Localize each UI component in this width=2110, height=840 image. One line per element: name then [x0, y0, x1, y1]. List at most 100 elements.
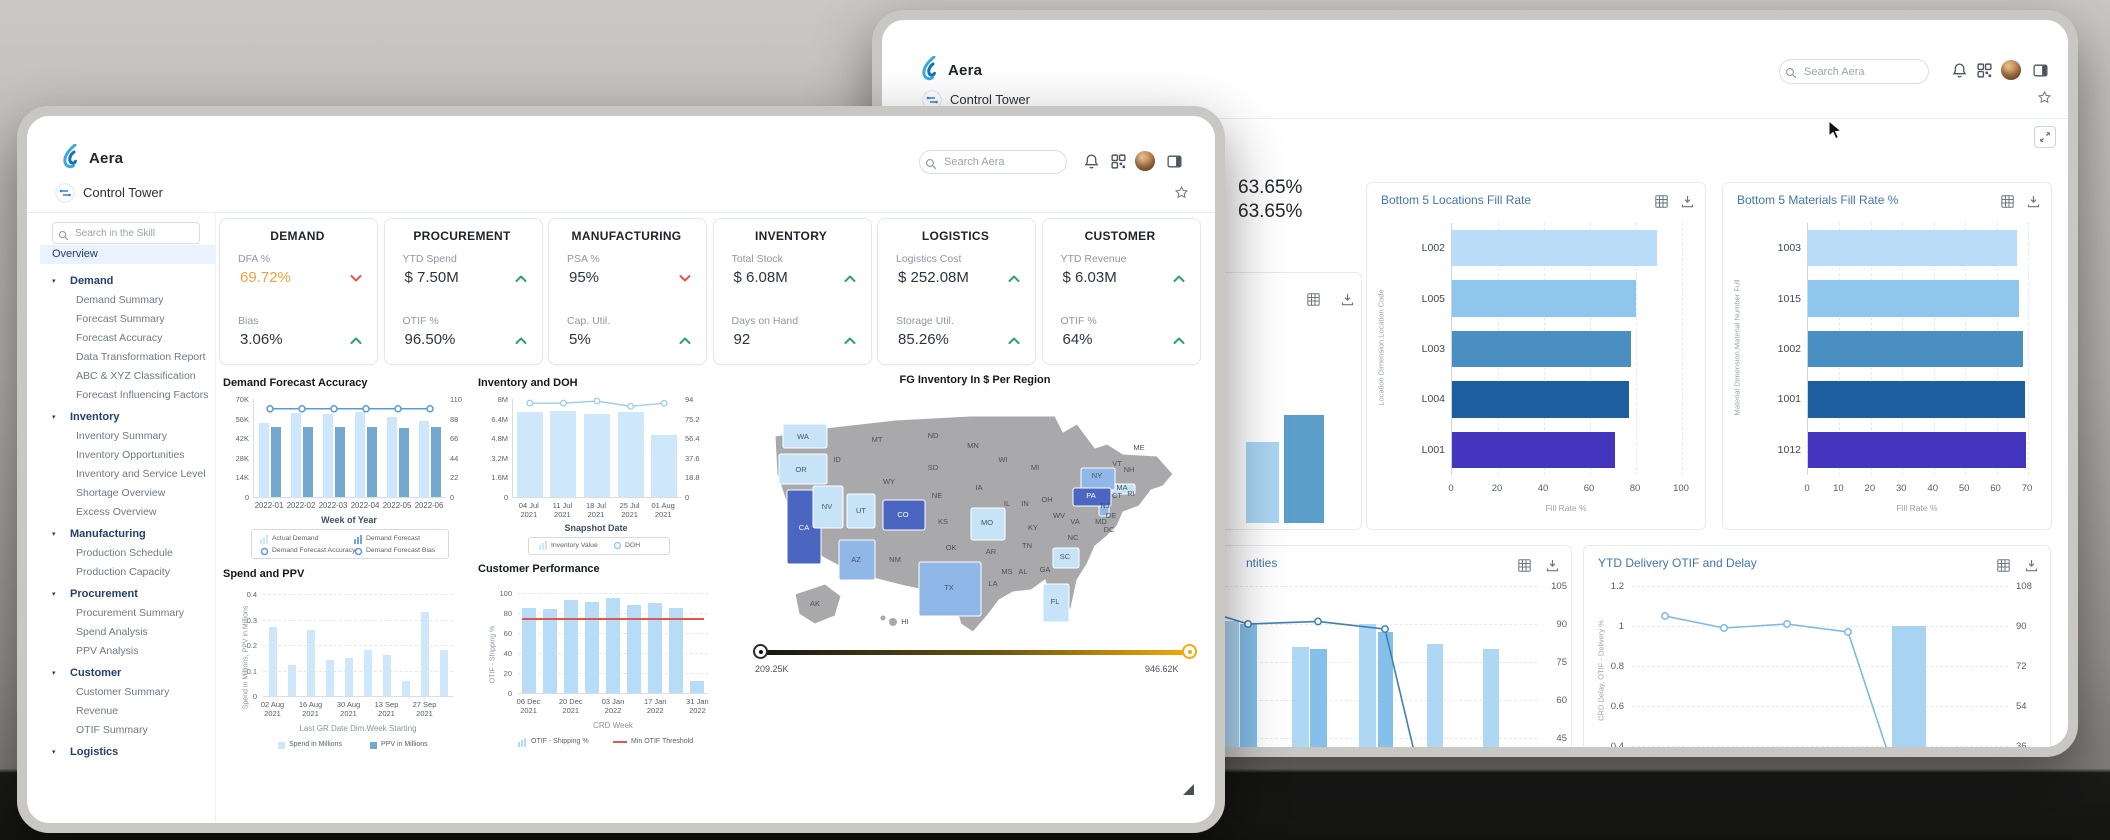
- bell-icon[interactable]: [1083, 153, 1100, 175]
- map-state-AZ[interactable]: [838, 539, 876, 581]
- sidebar-item-data-transformation-report[interactable]: Data Transformation Report: [40, 348, 215, 367]
- download-icon[interactable]: [2025, 559, 2038, 572]
- sidebar-item-production-schedule[interactable]: Production Schedule: [40, 544, 215, 563]
- y2-axis-tick: 88: [450, 414, 459, 424]
- y2-axis-tick: 66: [450, 434, 459, 444]
- resize-corner-handle[interactable]: [1183, 784, 1194, 795]
- sidebar-section-demand[interactable]: ▾ Demand: [40, 272, 215, 291]
- map-state-OR[interactable]: [778, 453, 828, 485]
- x-axis-tick: 40: [1537, 483, 1549, 494]
- bar-otif-shipping: [669, 608, 684, 693]
- kpi-metric-value: 95%: [569, 269, 600, 286]
- bell-icon[interactable]: [1951, 62, 1968, 84]
- kpi-card-procurement: PROCUREMENT YTD Spend $ 7.50M OTIF % 96.50%: [383, 218, 543, 365]
- gridline: [1632, 746, 2008, 747]
- sidebar-item-production-capacity[interactable]: Production Capacity: [40, 563, 215, 582]
- side-panel-toggle-icon[interactable]: [1166, 153, 1183, 175]
- table-view-icon[interactable]: [1518, 559, 1531, 572]
- sidebar-item-forecast-accuracy[interactable]: Forecast Accuracy: [40, 329, 215, 348]
- side-panel-toggle-icon[interactable]: [2032, 62, 2049, 84]
- min-otif-threshold-line: [522, 618, 704, 620]
- sidebar-item-forecast-influencing-factors[interactable]: Forecast Influencing Factors: [40, 386, 215, 405]
- sidebar-item-otif-summary[interactable]: OTIF Summary: [40, 721, 215, 740]
- map-state-CO[interactable]: [882, 499, 926, 531]
- map-state-label-NY: NY: [1092, 471, 1102, 480]
- kpi-card-title: CUSTOMER: [1084, 229, 1156, 243]
- sidebar-item-inventory-summary[interactable]: Inventory Summary: [40, 427, 215, 446]
- user-avatar[interactable]: [1135, 151, 1155, 171]
- sidebar-item-shortage-overview[interactable]: Shortage Overview: [40, 484, 215, 503]
- kpi-metric-label: Storage Util.: [896, 315, 954, 327]
- sidebar-section-logistics[interactable]: ▾ Logistics: [40, 743, 215, 762]
- sidebar-item-spend-analysis[interactable]: Spend Analysis: [40, 623, 215, 642]
- sidebar-item-inventory-and-service-level[interactable]: Inventory and Service Level: [40, 465, 215, 484]
- x-axis-tick: 0: [1448, 483, 1454, 494]
- map-state-NV[interactable]: [812, 485, 844, 529]
- kpi-metric-label: OTIF %: [402, 315, 439, 327]
- map-state-MO[interactable]: [970, 507, 1006, 541]
- label: Overview: [52, 248, 98, 260]
- user-avatar[interactable]: [2001, 60, 2021, 80]
- map-state-label-NH: NH: [1124, 465, 1135, 474]
- threshold-legend-swatch: [613, 741, 627, 743]
- table-view-icon[interactable]: [1307, 293, 1320, 306]
- sidebar-item-customer-summary[interactable]: Customer Summary: [40, 683, 215, 702]
- sidebar-item-ppv-analysis[interactable]: PPV Analysis: [40, 642, 215, 661]
- sidebar-item-overview[interactable]: Overview: [40, 245, 215, 264]
- favorite-star-icon[interactable]: [1174, 185, 1189, 205]
- sidebar-section-customer[interactable]: ▾ Customer: [40, 664, 215, 683]
- sidebar-section-procurement[interactable]: ▾ Procurement: [40, 585, 215, 604]
- y2-axis-tick: 75: [1556, 657, 1567, 668]
- kpi-metric-value: 3.06%: [240, 331, 283, 348]
- map-state-FL[interactable]: [1042, 583, 1070, 623]
- kpi-card-customer: CUSTOMER YTD Revenue $ 6.03M OTIF % 64%: [1041, 218, 1201, 365]
- apps-grid-icon[interactable]: [1976, 62, 1993, 84]
- sidebar-item-abc-xyz-classification[interactable]: ABC & XYZ Classification: [40, 367, 215, 386]
- bar-spend: [287, 665, 296, 696]
- y-axis-tick: 0.4: [246, 590, 257, 599]
- map-range-slider-handle-min[interactable]: [753, 644, 768, 659]
- download-icon[interactable]: [1341, 293, 1354, 306]
- line-series-legend-icon: [354, 547, 363, 556]
- sidebar-section-inventory[interactable]: ▾ Inventory: [40, 408, 215, 427]
- sidebar-item-forecast-summary[interactable]: Forecast Summary: [40, 310, 215, 329]
- map-state-UT[interactable]: [846, 493, 876, 529]
- table-view-icon[interactable]: [2001, 195, 2014, 208]
- map-state-label-CT: CT: [1112, 491, 1122, 500]
- table-view-icon[interactable]: [1997, 559, 2010, 572]
- line-series-legend-icon: [260, 547, 269, 556]
- bar-light: [1359, 624, 1376, 747]
- favorite-star-icon[interactable]: [2037, 90, 2052, 110]
- download-icon[interactable]: [1681, 195, 1694, 208]
- search-input[interactable]: [919, 150, 1067, 174]
- apps-grid-icon[interactable]: [1110, 153, 1127, 175]
- map-state-WA[interactable]: [782, 423, 828, 449]
- table-view-icon[interactable]: [1655, 195, 1668, 208]
- trend-up-icon: [1008, 337, 1020, 344]
- download-icon[interactable]: [1546, 559, 1559, 572]
- dashboard-area: DEMAND DFA % 69.72% Bias 3.06% PROCUREMENT YTD…: [215, 213, 1215, 823]
- bar-spend: [439, 650, 448, 696]
- sidebar-item-excess-overview[interactable]: Excess Overview: [40, 503, 215, 522]
- sidebar-item-inventory-opportunities[interactable]: Inventory Opportunities: [40, 446, 215, 465]
- x-axis-tick: 31 Jan: [686, 697, 709, 706]
- expand-icon[interactable]: [2034, 126, 2056, 148]
- map-state-PA[interactable]: [1072, 487, 1112, 507]
- search-input[interactable]: [1779, 59, 1929, 84]
- kpi-card-title: DEMAND: [270, 229, 325, 243]
- x-axis-tick: 2021: [378, 709, 395, 718]
- sidebar-item-procurement-summary[interactable]: Procurement Summary: [40, 604, 215, 623]
- bar-series-legend-icon: [539, 541, 547, 550]
- map-range-slider-track[interactable]: [759, 650, 1191, 655]
- skill-search-input[interactable]: [52, 222, 200, 244]
- sidebar-section-manufacturing[interactable]: ▾ Manufacturing: [40, 525, 215, 544]
- sidebar-item-demand-summary[interactable]: Demand Summary: [40, 291, 215, 310]
- map-state-SC[interactable]: [1052, 547, 1080, 569]
- bar-spend: [382, 655, 391, 696]
- download-icon[interactable]: [2027, 195, 2040, 208]
- map-range-slider-handle-max[interactable]: [1182, 644, 1197, 659]
- sidebar-item-revenue[interactable]: Revenue: [40, 702, 215, 721]
- map-state-TX[interactable]: [918, 561, 982, 617]
- y-axis-tick: 0.8: [1610, 661, 1624, 672]
- kpi-metric-value: $ 6.03M: [1062, 269, 1117, 286]
